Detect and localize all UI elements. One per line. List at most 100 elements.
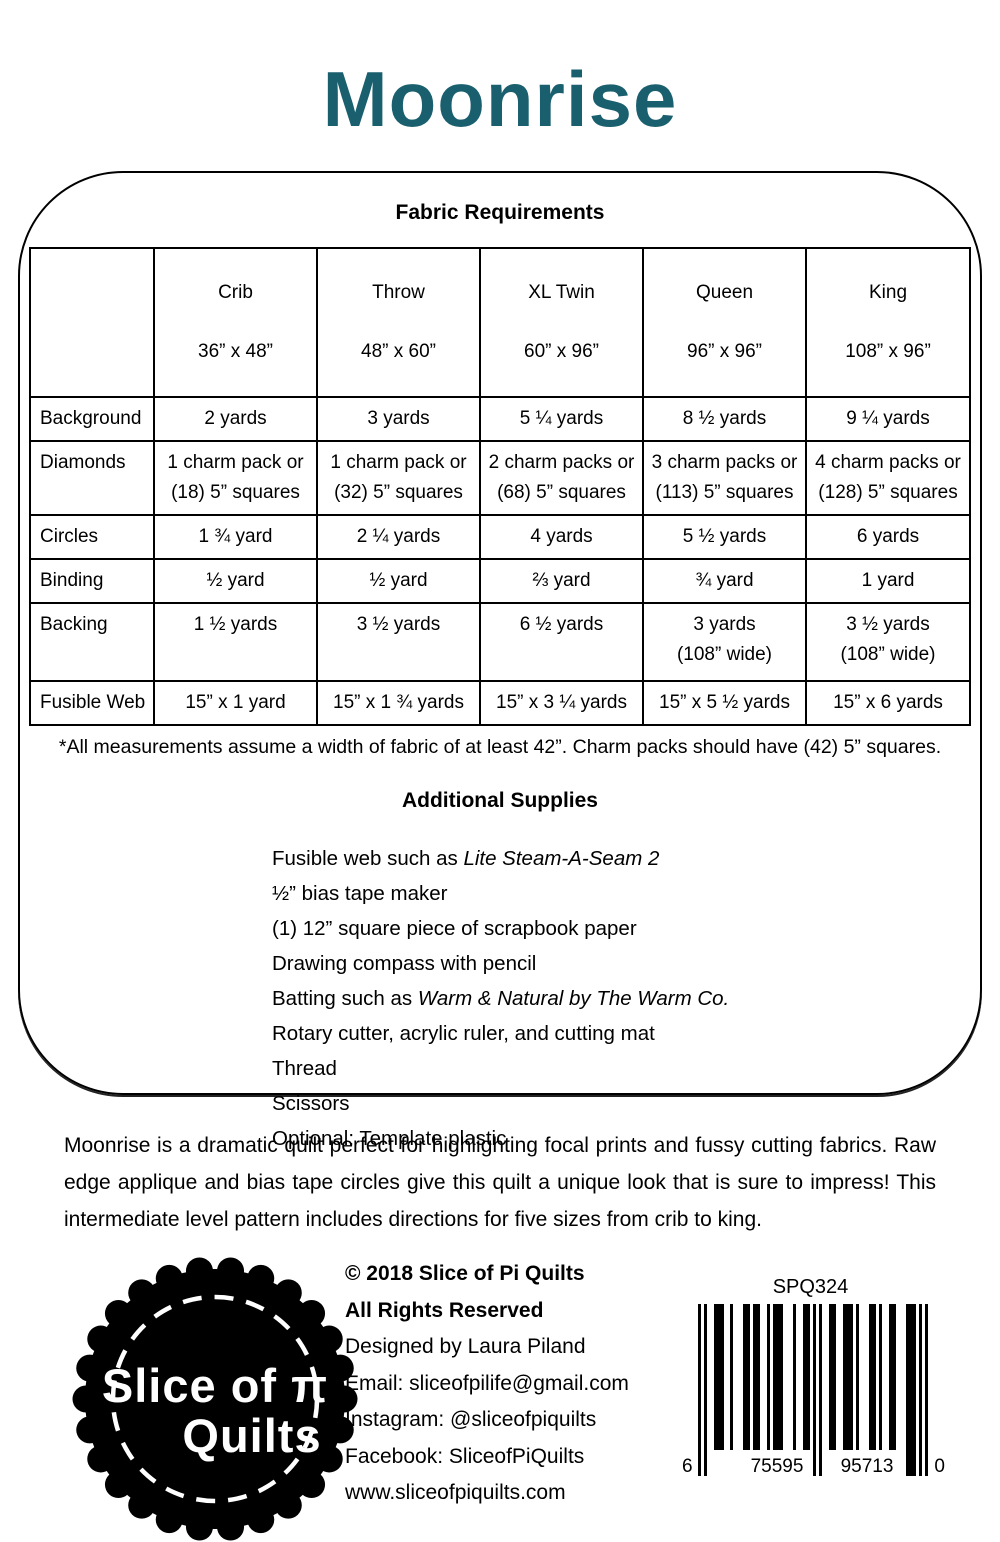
supply-text: Batting such as xyxy=(272,987,418,1011)
barcode-bar xyxy=(813,1304,816,1476)
table-cell: 5 ¼ yards xyxy=(479,396,644,443)
table-cell: 3 yards xyxy=(316,396,481,443)
supply-item: ½” bias tape maker xyxy=(272,876,980,911)
row-label: Circles xyxy=(29,514,155,561)
column-header-xl-twin: XL Twin 60” x 96” xyxy=(479,246,644,399)
table-cell: 15” x 5 ½ yards xyxy=(642,680,807,727)
size-name: Queen xyxy=(695,282,754,304)
instagram-line: Instagram: @sliceofpiquilts xyxy=(345,1408,597,1431)
table-header-row: Crib 36” x 48” Throw 48” x 60” XL Twin 6… xyxy=(29,246,971,399)
table-cell: ½ yard xyxy=(316,558,481,605)
table-cell: 9 ¼ yards xyxy=(805,396,971,443)
barcode-bar xyxy=(803,1304,810,1450)
table-cell: 3 charm packs or (113) 5” squares xyxy=(642,440,807,517)
table-cell: 8 ½ yards xyxy=(642,396,807,443)
barcode-digit-group1: 75595 xyxy=(750,1456,804,1477)
table-row-binding: Binding ½ yard ½ yard ⅔ yard ¾ yard 1 ya… xyxy=(29,558,971,605)
table-cell: 15” x 3 ¼ yards xyxy=(479,680,644,727)
website-line: www.sliceofpiquilts.com xyxy=(345,1481,566,1504)
barcode-bar xyxy=(753,1304,760,1450)
column-header-throw: Throw 48” x 60” xyxy=(316,246,481,399)
table-cell: 6 ½ yards xyxy=(479,602,644,683)
table-cell: 3 ½ yards xyxy=(316,602,481,683)
barcode-bar xyxy=(730,1304,733,1450)
table-cell: 2 yards xyxy=(153,396,318,443)
barcode-bar xyxy=(773,1304,783,1450)
size-dimensions: 60” x 96” xyxy=(524,341,599,363)
table-cell: 15” x 1 yard xyxy=(153,680,318,727)
logo-text-line2: Quilts xyxy=(182,1409,322,1462)
sku-label: SPQ324 xyxy=(772,1276,849,1298)
barcode-digit-right: 0 xyxy=(934,1456,945,1477)
supply-item: Optional: Template plastic xyxy=(272,1121,980,1156)
size-dimensions: 108” x 96” xyxy=(845,341,931,363)
supply-item: Batting such as Warm & Natural by The Wa… xyxy=(272,981,980,1016)
fabric-requirements-table: Crib 36” x 48” Throw 48” x 60” XL Twin 6… xyxy=(29,246,971,727)
table-cell: 4 yards xyxy=(479,514,644,561)
size-name: King xyxy=(868,282,908,304)
copyright-line: © 2018 Slice of Pi Quilts xyxy=(345,1262,585,1285)
size-dimensions: 96” x 96” xyxy=(687,341,762,363)
barcode-digit-left: 6 xyxy=(682,1456,693,1477)
size-name: XL Twin xyxy=(528,282,595,304)
table-cell: ½ yard xyxy=(153,558,318,605)
supply-text: Scissors xyxy=(272,1092,350,1116)
barcode-block: SPQ324 6 75595 95713 0 xyxy=(682,1276,945,1477)
supply-text: (1) 12” square piece of scrapbook paper xyxy=(272,917,637,941)
supply-text-italic: Warm & Natural by The Warm Co. xyxy=(417,987,730,1011)
row-label: Backing xyxy=(29,602,155,683)
table-cell: ¾ yard xyxy=(642,558,807,605)
row-label: Binding xyxy=(29,558,155,605)
supply-item: Fusible web such as Lite Steam-A-Seam 2 xyxy=(272,841,980,876)
supply-text: Thread xyxy=(272,1057,337,1081)
table-cell: 6 yards xyxy=(805,514,971,561)
barcode-bar xyxy=(704,1304,707,1476)
table-cell: 1 charm pack or (32) 5” squares xyxy=(316,440,481,517)
table-row-backing: Backing 1 ½ yards 3 ½ yards 6 ½ yards 3 … xyxy=(29,602,971,683)
table-cell: 1 yard xyxy=(805,558,971,605)
fabric-requirements-panel: Fabric Requirements Crib 36” x 48” Throw… xyxy=(18,171,982,1150)
brand-logo: Slice of π Quilts xyxy=(72,1256,358,1542)
designer-line: Designed by Laura Piland xyxy=(345,1335,586,1358)
table-footnote: *All measurements assume a width of fabr… xyxy=(58,736,942,759)
table-cell: 4 charm packs or (128) 5” squares xyxy=(805,440,971,517)
row-label: Fusible Web xyxy=(29,680,155,727)
table-cell: 1 ¾ yard xyxy=(153,514,318,561)
barcode-bar xyxy=(925,1304,928,1476)
table-cell: 2 ¼ yards xyxy=(316,514,481,561)
supply-text: Optional: Template plastic xyxy=(272,1127,507,1151)
column-header-crib: Crib 36” x 48” xyxy=(153,246,318,399)
size-name: Throw xyxy=(372,282,425,304)
barcode-bar xyxy=(698,1304,701,1476)
corner-cell xyxy=(29,246,155,399)
barcode-bar xyxy=(767,1304,770,1450)
row-label: Background xyxy=(29,396,155,443)
supply-text: Drawing compass with pencil xyxy=(272,952,537,976)
barcode-bar xyxy=(879,1304,882,1450)
barcode-bar xyxy=(906,1304,916,1476)
pattern-description: Moonrise is a dramatic quilt perfect for… xyxy=(64,1134,936,1231)
additional-supplies-list: Fusible web such as Lite Steam-A-Seam 2 … xyxy=(272,841,980,1156)
table-cell: 1 charm pack or (18) 5” squares xyxy=(153,440,318,517)
barcode-bar xyxy=(829,1304,836,1450)
barcode-bar xyxy=(793,1304,796,1450)
table-row-fusible-web: Fusible Web 15” x 1 yard 15” x 1 ¾ yards… xyxy=(29,680,971,727)
table-row-background: Background 2 yards 3 yards 5 ¼ yards 8 ½… xyxy=(29,396,971,443)
size-dimensions: 36” x 48” xyxy=(198,341,273,363)
facebook-line: Facebook: SliceofPiQuilts xyxy=(345,1444,585,1468)
email-line: Email: sliceofpilife@gmail.com xyxy=(345,1371,629,1395)
barcode-bar xyxy=(714,1304,724,1450)
supply-text: ½” bias tape maker xyxy=(272,882,448,906)
supply-item: Rotary cutter, acrylic ruler, and cuttin… xyxy=(272,1016,980,1051)
supply-item: Thread xyxy=(272,1051,980,1086)
table-cell: 3 yards (108” wide) xyxy=(642,602,807,683)
table-cell: 15” x 1 ¾ yards xyxy=(316,680,481,727)
barcode-bar xyxy=(743,1304,750,1450)
barcode-bars: 6 75595 95713 0 xyxy=(682,1304,945,1477)
table-cell: 1 ½ yards xyxy=(153,602,318,683)
supply-item: (1) 12” square piece of scrapbook paper xyxy=(272,911,980,946)
logo-text-line1: Slice of π xyxy=(101,1359,329,1412)
supply-text: Fusible web such as xyxy=(272,847,464,871)
table-cell: 3 ½ yards (108” wide) xyxy=(805,602,971,683)
barcode-digit-group2: 95713 xyxy=(840,1456,894,1477)
